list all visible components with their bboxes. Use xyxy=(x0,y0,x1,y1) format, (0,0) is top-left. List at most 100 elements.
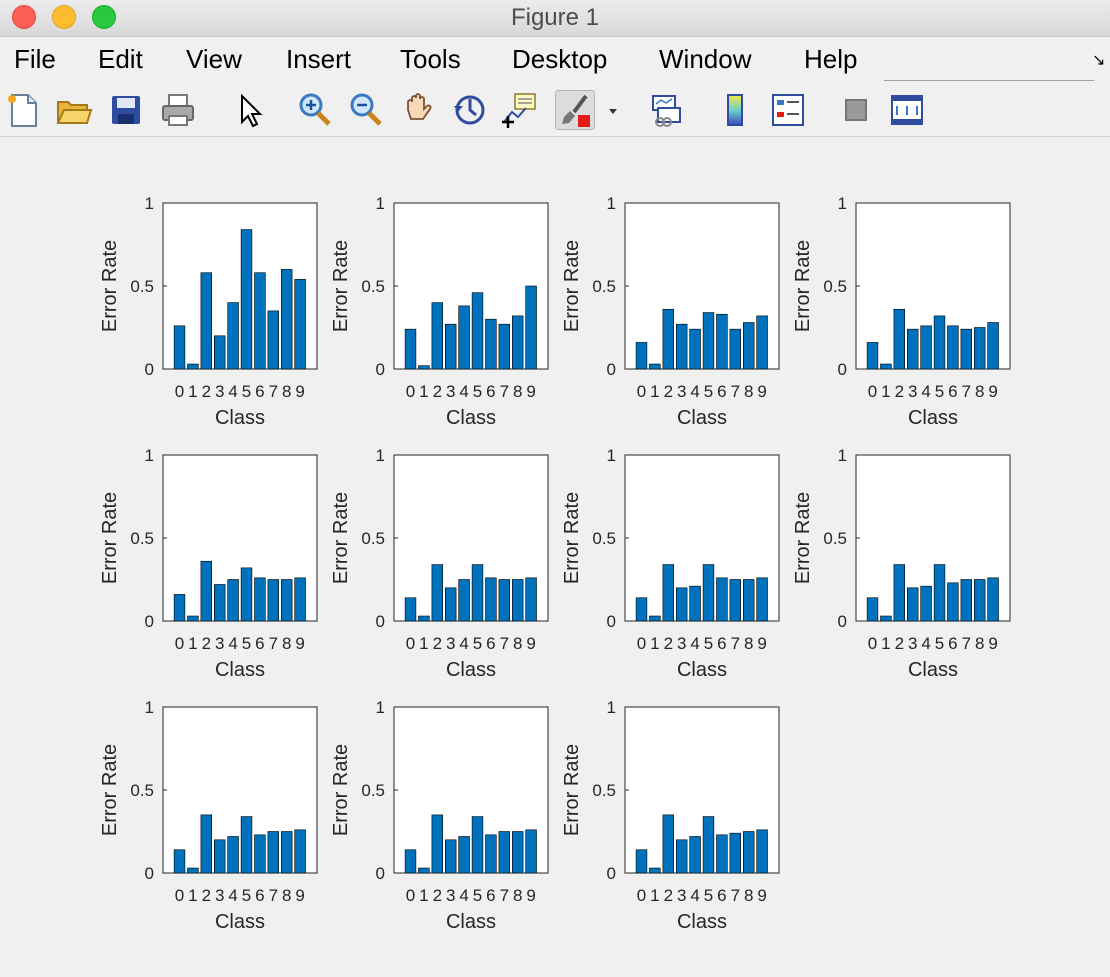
maximize-window-button[interactable] xyxy=(92,5,116,29)
dock-arrow-icon[interactable]: ↘ xyxy=(1092,52,1106,69)
bar xyxy=(267,831,279,874)
zoom-in-icon[interactable] xyxy=(295,90,335,130)
data-cursor-icon[interactable] xyxy=(500,90,540,130)
bar xyxy=(485,577,497,622)
bar xyxy=(200,272,212,370)
axes-box xyxy=(393,706,549,874)
menu-help[interactable]: Help xyxy=(804,44,858,74)
brush-icon[interactable] xyxy=(555,90,595,130)
x-tick-label: 7 xyxy=(269,382,278,401)
pan-icon[interactable] xyxy=(398,90,438,130)
y-tick-label: 1 xyxy=(145,698,154,717)
x-tick-label: 7 xyxy=(269,886,278,905)
x-tick-label: 0 xyxy=(175,382,184,401)
bar xyxy=(418,365,430,370)
x-tick-label: 7 xyxy=(500,634,509,653)
pointer-icon[interactable] xyxy=(230,90,270,130)
bar xyxy=(187,867,199,874)
x-tick-label: 9 xyxy=(757,382,766,401)
menu-desktop[interactable]: Desktop xyxy=(512,44,608,74)
x-tick-label: 2 xyxy=(895,382,904,401)
colorbar-icon[interactable] xyxy=(716,90,756,130)
bar xyxy=(716,577,728,622)
close-window-button[interactable] xyxy=(12,5,36,29)
figure-area: 0 0.5 1 0 1 2 3 4 5 6 7 8 9 Class Error Rate 0 0.5 1 0 1 2 3 4… xyxy=(0,137,1110,977)
bar xyxy=(200,814,212,874)
x-tick-label: 9 xyxy=(526,886,535,905)
bar xyxy=(973,579,986,622)
bar xyxy=(485,834,497,874)
menu-edit[interactable]: Edit xyxy=(98,44,143,74)
brush-dropdown-icon[interactable] xyxy=(604,104,622,118)
hide-plot-tools-icon[interactable] xyxy=(836,90,876,130)
zoom-out-icon[interactable] xyxy=(346,90,386,130)
bar xyxy=(471,564,484,622)
menu-tools[interactable]: Tools xyxy=(400,44,461,74)
menu-bar: File Edit View Insert Tools Desktop Wind… xyxy=(0,37,1110,81)
rotate-3d-icon[interactable] xyxy=(450,90,490,130)
bar xyxy=(702,816,715,874)
bar xyxy=(893,308,906,370)
print-icon[interactable] xyxy=(158,90,198,130)
x-tick-label: 8 xyxy=(975,634,984,653)
bar xyxy=(662,308,675,370)
bar xyxy=(662,814,675,874)
bar xyxy=(742,831,755,874)
x-tick-label: 4 xyxy=(921,634,930,653)
menu-file[interactable]: File xyxy=(14,44,56,74)
x-tick-label: 9 xyxy=(988,382,997,401)
bar xyxy=(906,587,919,622)
bar xyxy=(404,597,417,622)
x-tick-label: 6 xyxy=(717,886,726,905)
window-titlebar: Figure 1 xyxy=(0,0,1110,37)
y-axis-label: Error Rate xyxy=(792,492,814,584)
y-tick-label: 1 xyxy=(607,194,616,213)
bar xyxy=(960,328,973,370)
x-tick-label: 1 xyxy=(188,382,197,401)
legend-icon[interactable] xyxy=(768,90,808,130)
x-tick-label: 8 xyxy=(975,382,984,401)
x-tick-label: 2 xyxy=(433,634,442,653)
menu-insert[interactable]: Insert xyxy=(286,44,352,74)
x-tick-label: 2 xyxy=(433,382,442,401)
link-plot-icon[interactable] xyxy=(646,90,686,130)
save-icon[interactable] xyxy=(106,90,146,130)
x-tick-label: 4 xyxy=(459,634,468,653)
bar xyxy=(444,323,457,370)
bar xyxy=(689,585,701,622)
menu-window[interactable]: Window xyxy=(659,44,752,74)
x-tick-label: 2 xyxy=(433,886,442,905)
x-tick-label: 3 xyxy=(908,382,917,401)
y-tick-label: 0 xyxy=(376,612,385,631)
bar xyxy=(511,831,524,874)
new-figure-icon[interactable] xyxy=(3,90,43,130)
open-file-icon[interactable] xyxy=(54,90,94,130)
x-tick-label: 9 xyxy=(757,886,766,905)
minimize-window-button[interactable] xyxy=(52,5,76,29)
x-tick-label: 7 xyxy=(731,634,740,653)
y-tick-label: 1 xyxy=(145,194,154,213)
y-tick-label: 0 xyxy=(145,360,154,379)
bar xyxy=(511,579,524,622)
x-tick-label: 8 xyxy=(513,886,522,905)
y-tick-label: 0.5 xyxy=(592,277,616,296)
bar xyxy=(280,579,293,622)
bar xyxy=(187,615,199,622)
bar xyxy=(689,328,701,370)
x-tick-label: 3 xyxy=(446,886,455,905)
menu-view[interactable]: View xyxy=(186,44,242,74)
x-tick-label: 9 xyxy=(295,634,304,653)
y-tick-label: 1 xyxy=(838,194,847,213)
show-plot-tools-icon[interactable] xyxy=(887,90,927,130)
